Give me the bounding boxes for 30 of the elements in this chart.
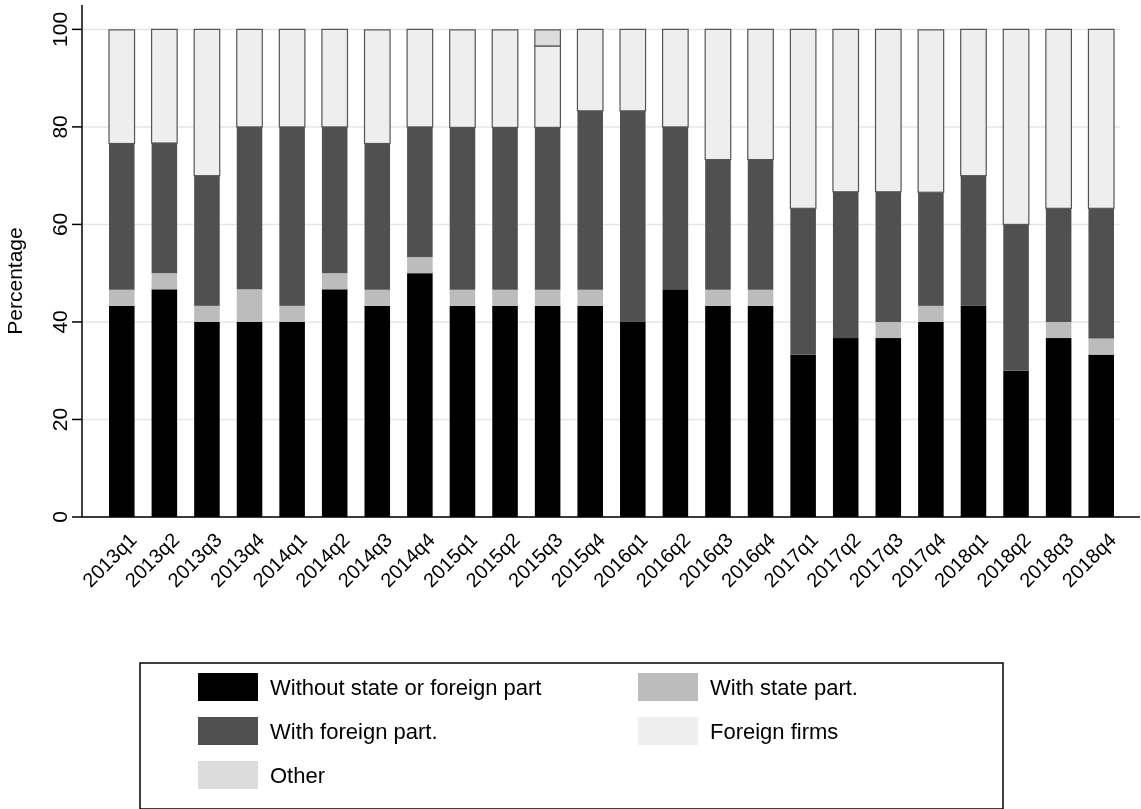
bar	[534, 289, 561, 306]
bar	[1088, 338, 1114, 355]
bar	[194, 305, 220, 322]
bar	[577, 289, 603, 306]
y-tick-label: 60	[48, 212, 71, 237]
bar	[705, 289, 731, 306]
y-axis-title: Percentage	[3, 227, 26, 335]
bar	[364, 289, 391, 306]
bar	[321, 273, 348, 290]
bar	[918, 305, 944, 322]
bar	[492, 289, 518, 306]
bar	[747, 289, 774, 306]
y-tick-label: 0	[48, 511, 71, 523]
bar	[407, 257, 433, 274]
bar	[151, 273, 178, 290]
bar	[279, 305, 305, 322]
legend-label: Other	[270, 763, 326, 788]
bar	[1045, 321, 1072, 339]
legend-label: With foreign part.	[270, 719, 438, 744]
y-tick-label: 40	[48, 310, 71, 334]
y-tick-label: 20	[48, 407, 71, 432]
y-tick-label: 100	[48, 11, 71, 47]
legend-label: Foreign firms	[710, 719, 839, 744]
bar	[236, 289, 263, 322]
legend-label: Without state or foreign part	[270, 675, 542, 700]
bar	[449, 289, 476, 306]
y-tick-label: 80	[48, 115, 71, 139]
bar	[109, 289, 135, 306]
legend-label: With state part.	[710, 675, 858, 700]
bar	[875, 321, 902, 339]
